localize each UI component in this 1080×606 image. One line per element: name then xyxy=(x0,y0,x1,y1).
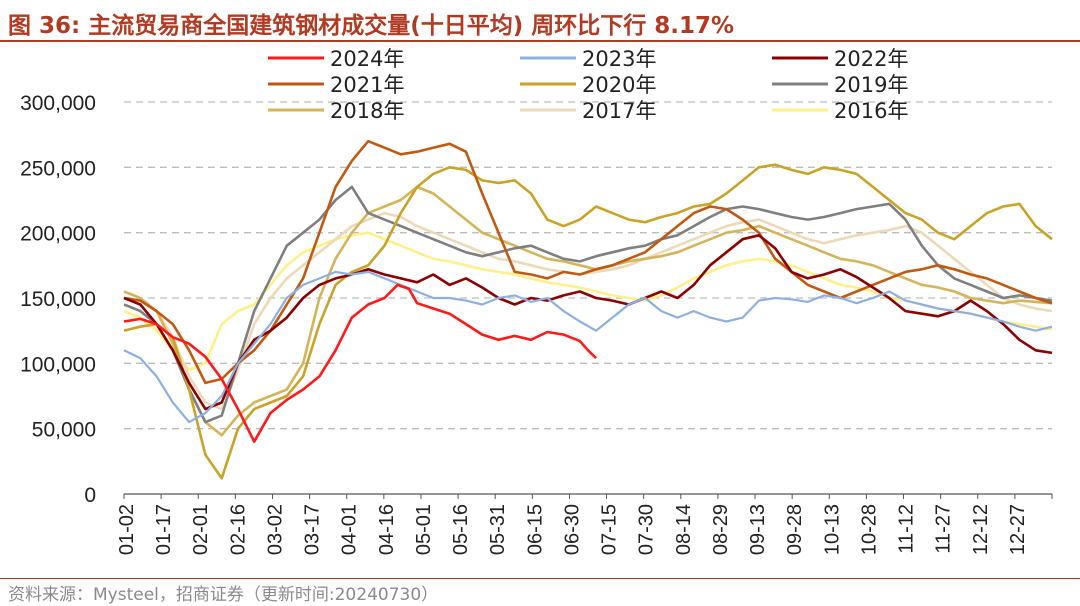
series-line-2019年 xyxy=(123,185,1053,424)
legend-label: 2017年 xyxy=(582,99,656,123)
y-tick-label: 250,000 xyxy=(20,157,96,180)
y-tick-label: 50,000 xyxy=(32,419,96,442)
x-axis: 01-02 01-17 02-01 02-16 03-02 03-17 04-01 04-16… xyxy=(116,493,1053,555)
x-tick-label: 04-16 xyxy=(376,504,398,555)
x-tick-label: 01-17 xyxy=(153,504,175,555)
x-tick-label: 09-13 xyxy=(747,504,769,555)
x-tick-label: 01-02 xyxy=(116,504,138,555)
x-tick-label: 06-30 xyxy=(561,504,583,555)
legend-label: 2022年 xyxy=(834,47,908,71)
x-tick-label: 03-17 xyxy=(302,504,324,555)
series-line-2024年 xyxy=(123,283,598,443)
source-note: 资料来源：Mysteel，招商证券（更新时间:20240730） xyxy=(8,585,439,605)
x-tick-label: 04-01 xyxy=(339,504,361,555)
legend-label: 2020年 xyxy=(582,73,656,97)
series-line-2022年 xyxy=(123,234,1053,411)
legend-label: 2019年 xyxy=(834,73,908,97)
x-tick-label: 10-13 xyxy=(821,504,843,555)
x-tick-label: 08-14 xyxy=(673,504,695,555)
grid-lines xyxy=(124,101,1052,430)
x-tick-label: 11-12 xyxy=(896,504,918,554)
x-tick-label: 02-16 xyxy=(227,504,249,555)
x-tick-label: 09-28 xyxy=(784,504,806,555)
series-line-2020年 xyxy=(123,163,1053,480)
series-line-2021年 xyxy=(123,139,1053,385)
series-lines xyxy=(123,139,1053,480)
series-line-2016年 xyxy=(123,231,1053,372)
x-tick-label: 06-15 xyxy=(524,504,546,555)
legend-label: 2018年 xyxy=(330,99,404,123)
x-tick-label: 10-28 xyxy=(858,504,880,555)
chart-title: 图 36: 主流贸易商全国建筑钢材成交量(十日平均) 周环比下行 8.17% xyxy=(8,13,735,39)
legend-label: 2023年 xyxy=(582,47,656,71)
series-line-2023年 xyxy=(123,270,1053,424)
x-tick-label: 07-15 xyxy=(599,504,621,555)
x-tick-label: 12-27 xyxy=(1007,504,1029,555)
y-tick-label: 300,000 xyxy=(20,92,96,115)
legend-label: 2021年 xyxy=(330,73,404,97)
y-tick-label: 0 xyxy=(84,484,96,507)
y-tick-label: 150,000 xyxy=(20,288,96,311)
x-tick-label: 03-02 xyxy=(264,504,286,555)
y-axis: 0 50,000 100,000 150,000 200,000 250,000 300,0… xyxy=(20,92,96,507)
legend: 2024年 2023年 2022年 2021年 2020年 2019年 2018年 2017年… xyxy=(268,47,908,123)
title-rule xyxy=(0,40,1080,42)
footer-rule xyxy=(0,578,1080,579)
x-tick-label: 12-12 xyxy=(970,504,992,555)
x-tick-label: 05-01 xyxy=(413,504,435,555)
x-tick-label: 05-16 xyxy=(450,504,472,555)
x-tick-label: 08-29 xyxy=(710,504,732,555)
x-tick-label: 05-31 xyxy=(487,504,509,555)
x-tick-label: 11-27 xyxy=(933,504,955,554)
y-tick-label: 200,000 xyxy=(20,223,96,246)
legend-label: 2024年 xyxy=(330,47,404,71)
chart-area: 0 50,000 100,000 150,000 200,000 250,000 300,0… xyxy=(20,47,1053,555)
legend-label: 2016年 xyxy=(834,99,908,123)
x-tick-label: 07-30 xyxy=(636,504,658,555)
x-tick-label: 02-01 xyxy=(190,504,212,555)
y-tick-label: 100,000 xyxy=(20,353,96,376)
